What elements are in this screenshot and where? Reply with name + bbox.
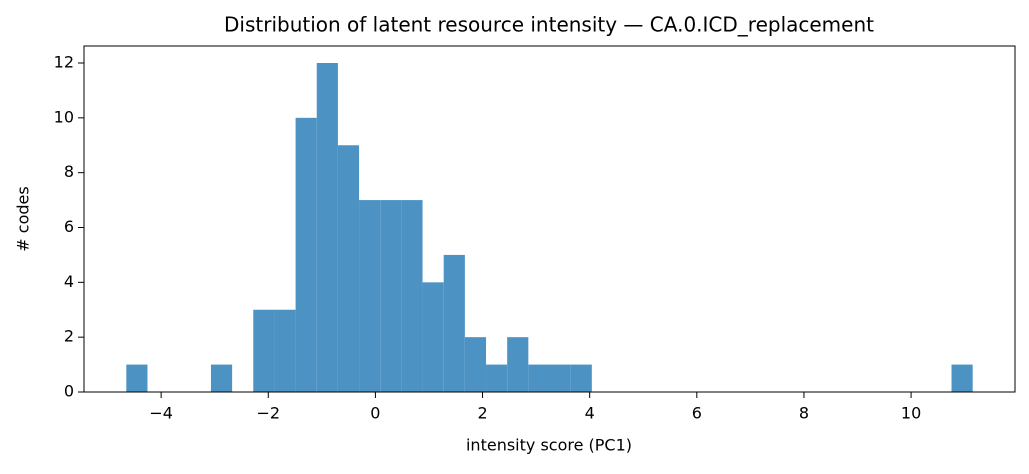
x-tick-label: −4 xyxy=(149,404,173,423)
y-tick-label: 4 xyxy=(64,272,74,291)
bar xyxy=(126,364,148,392)
bar xyxy=(380,200,402,392)
bar xyxy=(295,117,317,392)
y-tick-label: 12 xyxy=(54,52,74,71)
x-tick-label: 2 xyxy=(477,404,487,423)
y-tick-label: 2 xyxy=(64,327,74,346)
plot-frame xyxy=(83,45,1016,393)
bar xyxy=(951,364,973,392)
x-tick-label: 4 xyxy=(585,404,595,423)
bar xyxy=(253,309,275,392)
bar xyxy=(507,337,529,392)
bar xyxy=(337,145,360,392)
x-tick-label: 10 xyxy=(901,404,921,423)
x-tick-label: −2 xyxy=(256,404,280,423)
y-tick-label: 0 xyxy=(64,382,74,401)
bar xyxy=(422,282,444,392)
y-tick-label: 6 xyxy=(64,217,74,236)
bar xyxy=(443,254,465,392)
y-tick-label: 10 xyxy=(54,107,74,126)
bar xyxy=(549,364,571,392)
bar xyxy=(274,309,296,392)
bar xyxy=(486,364,508,392)
x-axis-label: intensity score (PC1) xyxy=(466,436,632,455)
x-tick-label: 6 xyxy=(692,404,702,423)
bar xyxy=(316,62,338,393)
bar xyxy=(210,364,233,392)
y-tick-label: 8 xyxy=(64,162,74,181)
bar xyxy=(401,200,423,392)
bar xyxy=(570,364,592,392)
y-axis-label: # codes xyxy=(14,186,33,251)
bar xyxy=(528,364,550,392)
x-tick-label: 8 xyxy=(799,404,809,423)
bar xyxy=(464,337,487,392)
bar xyxy=(359,200,381,392)
x-tick-label: 0 xyxy=(370,404,380,423)
chart-title: Distribution of latent resource intensit… xyxy=(224,13,874,37)
